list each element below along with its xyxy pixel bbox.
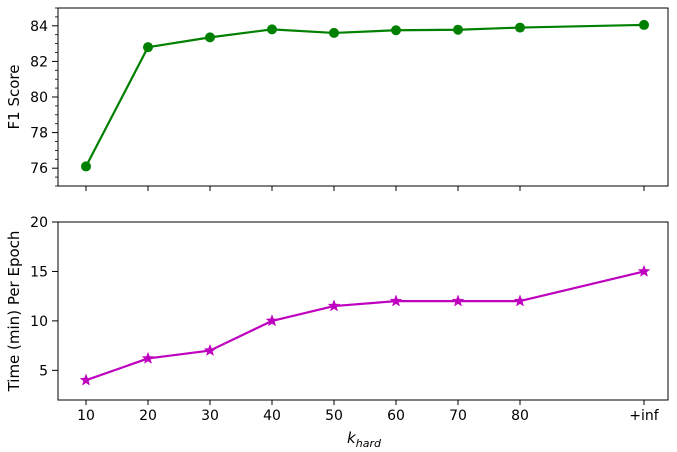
star-marker <box>389 294 403 307</box>
star-marker <box>79 373 93 386</box>
top-panel: 76 78 80 82 84 F1 Score <box>5 7 669 191</box>
star-marker <box>637 264 651 277</box>
x-tick-label: 40 <box>263 408 281 424</box>
circle-marker <box>515 22 525 33</box>
x-axis-label-main: k <box>347 429 357 447</box>
top-series-line <box>85 23 645 167</box>
circle-marker <box>143 42 153 53</box>
x-axis-label: khard <box>347 429 382 450</box>
circle-marker <box>267 24 277 35</box>
star-marker <box>513 294 527 307</box>
bottom-y-tick-label: 20 <box>30 215 48 231</box>
circle-marker <box>453 24 463 35</box>
x-axis-label-subscript: hard <box>356 437 382 450</box>
x-tick-label: +inf <box>629 408 659 424</box>
top-plot-frame <box>57 7 669 187</box>
bottom-panel: 10 20 30 40 50 60 70 80 +inf 5 10 15 20 Time (min) P… <box>5 215 669 450</box>
top-y-tick-label: 84 <box>30 19 48 35</box>
x-tick-label: 60 <box>387 408 405 424</box>
star-marker <box>451 294 465 307</box>
top-y-tick-label: 80 <box>30 90 48 106</box>
circle-marker <box>639 19 649 30</box>
top-y-tick-label: 76 <box>30 161 48 177</box>
bottom-y-axis-label: Time (min) Per Epoch <box>5 231 23 393</box>
bottom-series-line <box>85 270 645 382</box>
x-tick-label: 50 <box>325 408 343 424</box>
bottom-y-tick-label: 10 <box>30 314 48 330</box>
x-tick-label: 10 <box>77 408 95 424</box>
circle-marker <box>205 32 215 43</box>
bottom-y-tick-label: 15 <box>30 264 48 280</box>
bottom-y-tick-label: 5 <box>39 363 48 379</box>
top-y-tick-label: 82 <box>30 54 48 70</box>
circle-marker <box>81 161 91 172</box>
star-marker <box>203 343 217 356</box>
x-tick-label: 80 <box>511 408 529 424</box>
x-tick-label: 30 <box>201 408 219 424</box>
star-marker <box>327 299 341 312</box>
circle-marker <box>329 27 339 38</box>
bottom-plot-frame <box>57 221 669 401</box>
star-marker <box>265 314 279 327</box>
circle-marker <box>391 25 401 36</box>
top-y-tick-label: 78 <box>30 126 48 142</box>
bottom-plot-marks: 10 20 30 40 50 60 70 80 +inf 5 10 15 20 <box>30 215 660 424</box>
x-tick-label: 20 <box>139 408 157 424</box>
x-tick-label: 70 <box>449 408 467 424</box>
top-plot-marks: 76 78 80 82 84 <box>30 7 649 191</box>
star-marker <box>141 351 155 364</box>
top-y-axis-label: F1 Score <box>5 65 23 130</box>
